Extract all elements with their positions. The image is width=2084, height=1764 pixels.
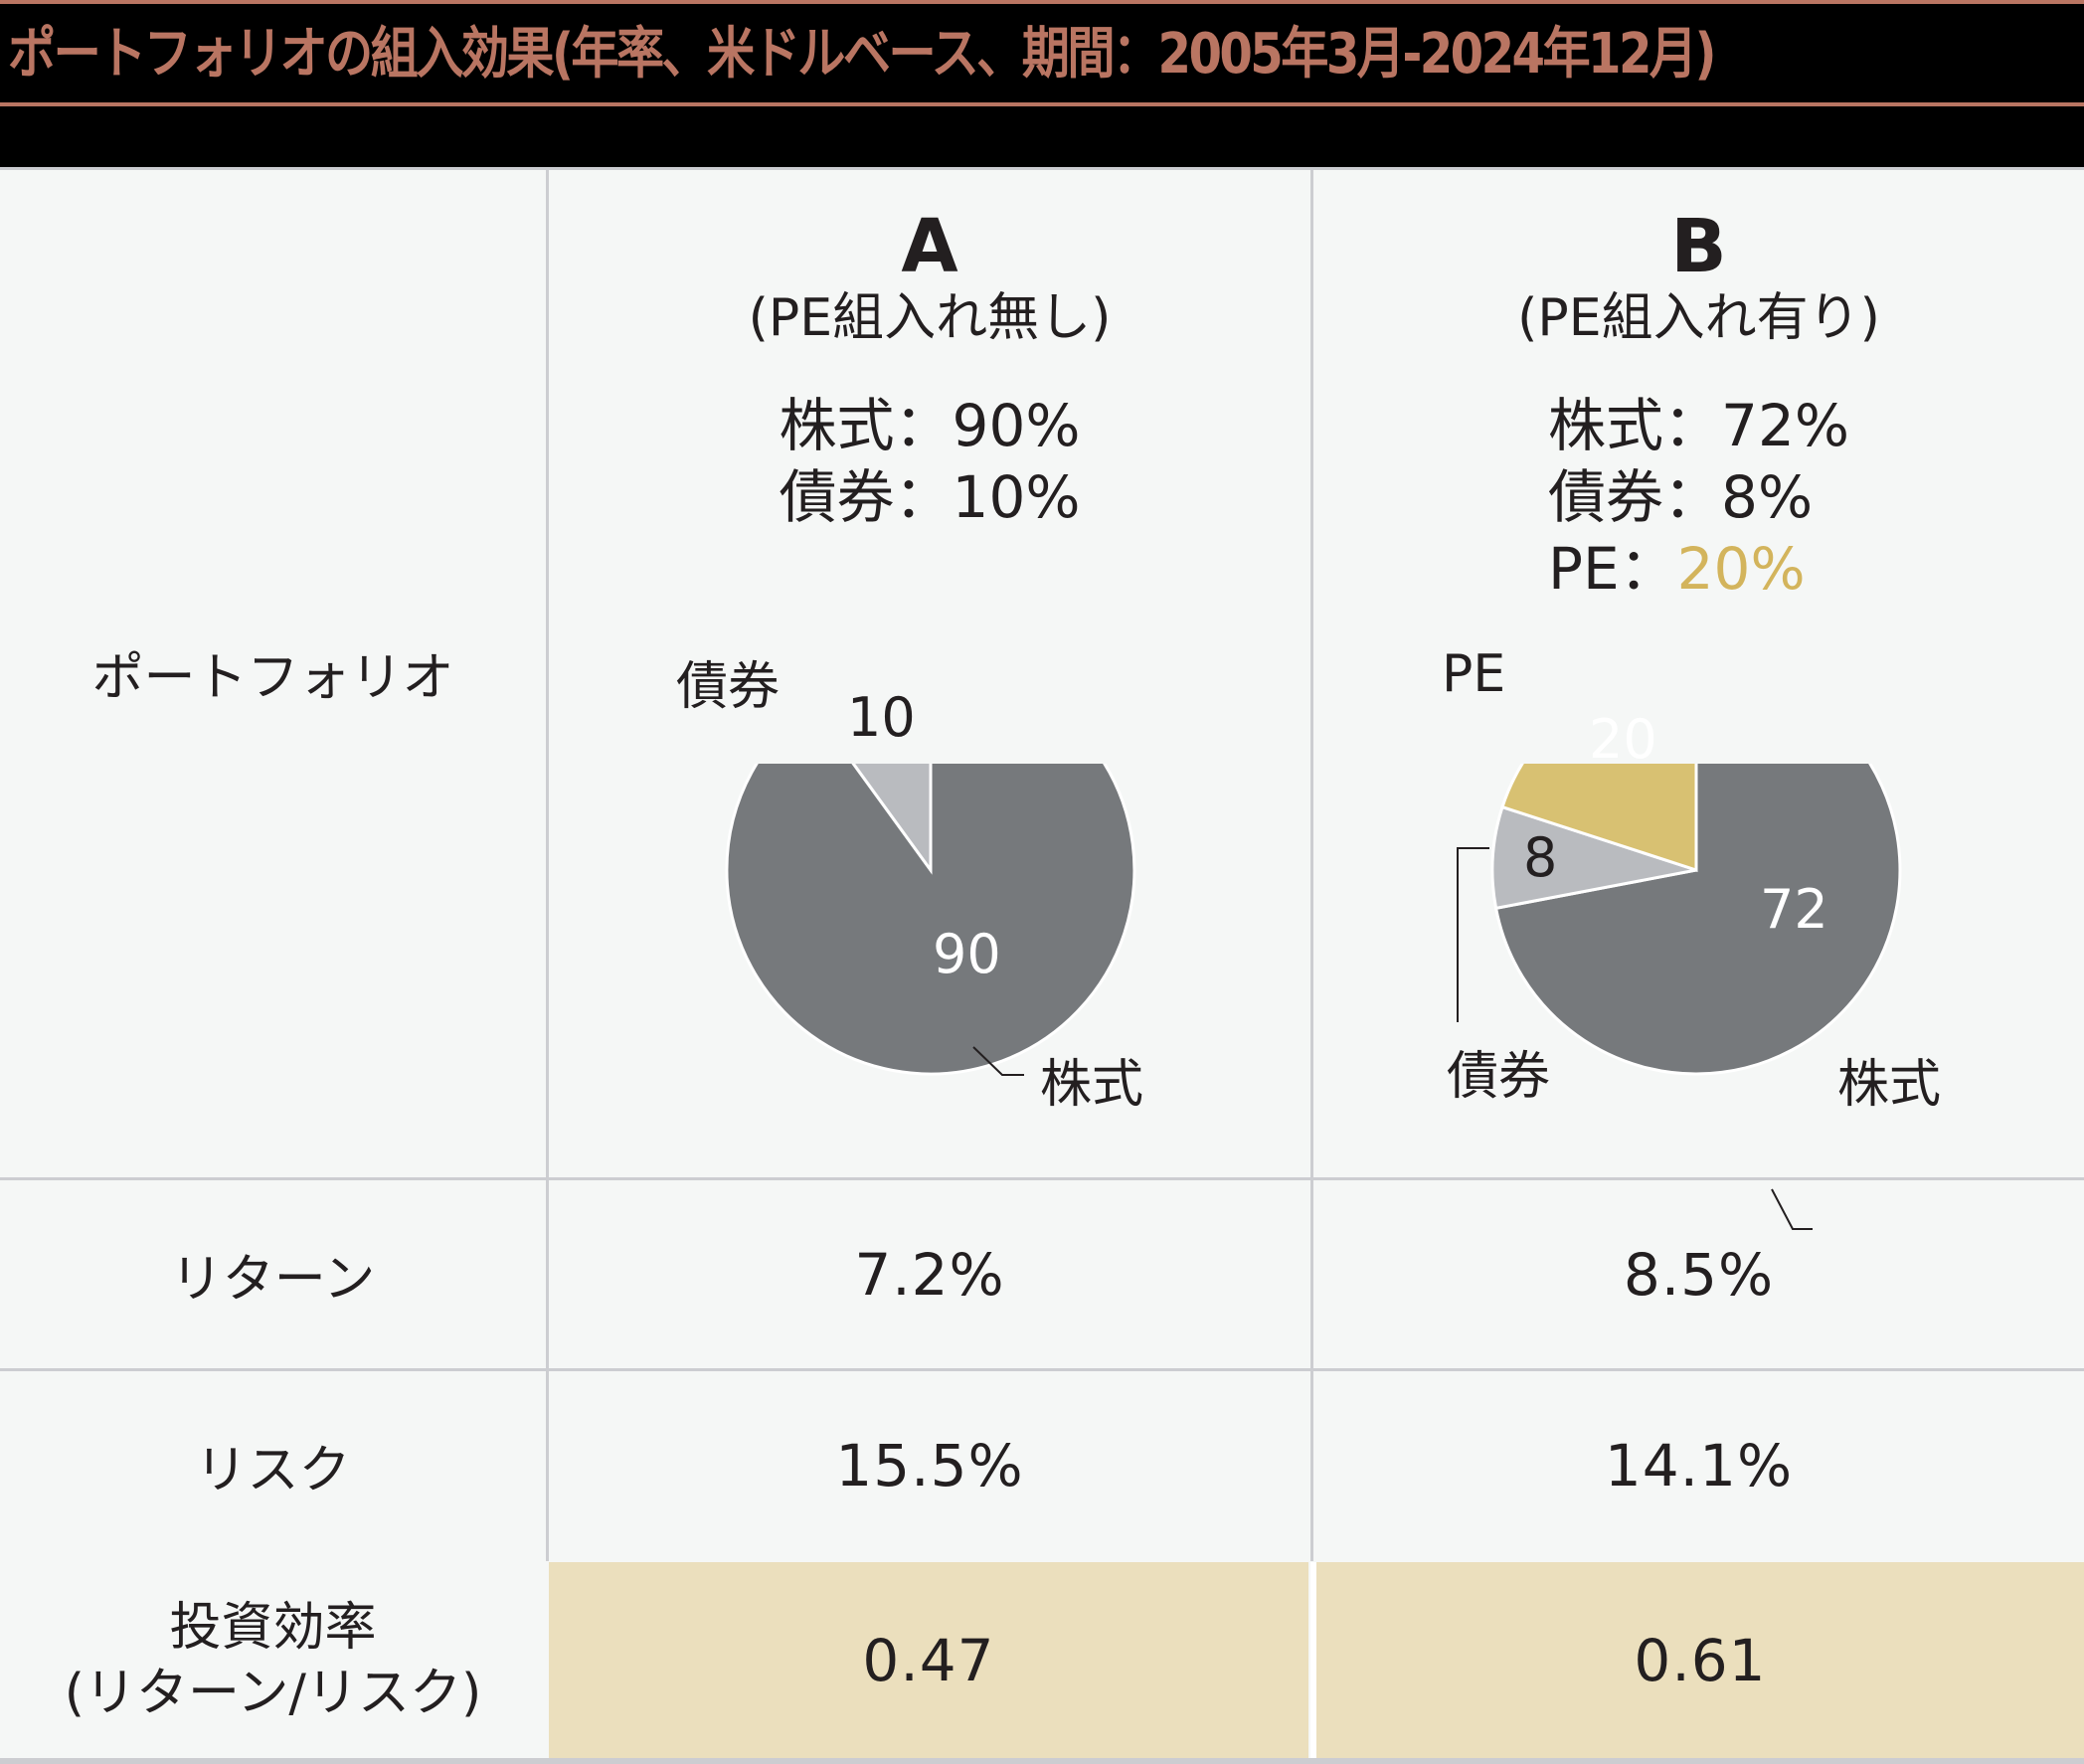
pie-chart-a xyxy=(725,764,1136,1076)
column-letter-a: A xyxy=(901,204,958,289)
row-label-return: リターン xyxy=(0,1180,546,1368)
row-label-return-text: リターン xyxy=(170,1250,376,1310)
title-rule-bottom xyxy=(0,102,2084,106)
grid-line-bottom xyxy=(0,1758,2084,1764)
grid-line-top xyxy=(0,167,2084,170)
pie-a-slice-stocks xyxy=(725,764,1136,1076)
pie-b-label-pe: PE xyxy=(1442,644,1506,704)
pie-b-value-pe: 20 xyxy=(1589,708,1657,771)
row-label-portfolio-text: ポートフォリオ xyxy=(91,647,454,708)
pie-a-slice-bonds xyxy=(851,764,933,875)
efficiency-value-a: 0.47 xyxy=(862,1626,995,1694)
allocation-list-a: 株式：90% 債券：10% xyxy=(780,390,1081,533)
grid-line-col1 xyxy=(546,167,549,1561)
column-subtitle-a: (PE組入れ無し) xyxy=(748,288,1112,348)
allocation-a-bonds: 債券：10% xyxy=(779,463,1081,531)
efficiency-cell-a: 0.47 xyxy=(549,1562,1308,1758)
pie-a-value-bonds: 10 xyxy=(847,686,916,749)
grid-line-row1 xyxy=(0,1177,2084,1180)
pie-b-value-stocks: 72 xyxy=(1760,878,1828,941)
pie-chart-b xyxy=(1457,764,1902,1230)
row-label-efficiency-line2: (リターン/リスク) xyxy=(64,1663,482,1723)
risk-value-a-text: 15.5% xyxy=(835,1431,1024,1499)
pie-a-label-stocks: 株式 xyxy=(1040,1055,1144,1115)
page-title: ポートフォリオの組入効果(年率、米ドルベース、期間：2005年3月-2024年1… xyxy=(8,22,1716,87)
return-value-a: 7.2% xyxy=(549,1180,1310,1368)
efficiency-cell-b: 0.61 xyxy=(1316,1562,2084,1758)
pie-b-label-stocks: 株式 xyxy=(1837,1055,1942,1115)
grid-line-col2 xyxy=(1310,167,1313,1561)
return-value-b-text: 8.5% xyxy=(1623,1240,1775,1309)
row-label-efficiency-line1: 投資効率 xyxy=(169,1597,377,1658)
row-label-portfolio: ポートフォリオ xyxy=(0,167,546,1177)
efficiency-value-b: 0.61 xyxy=(1634,1626,1767,1694)
efficiency-divider xyxy=(1310,1562,1316,1758)
title-rule-top xyxy=(0,0,2084,4)
title-bar: ポートフォリオの組入効果(年率、米ドルベース、期間：2005年3月-2024年1… xyxy=(0,0,2084,167)
comparison-table: 0.47 0.61 ポートフォリオ リターン リスク 投資効率 (リターン/リス… xyxy=(0,167,2084,1764)
allocation-b-pe: PE：20% xyxy=(1548,535,1806,603)
pie-b-slice-pe xyxy=(1500,764,1698,873)
pie-a-leader-stocks xyxy=(972,1046,1024,1076)
row-label-risk: リスク xyxy=(0,1371,546,1559)
column-subtitle-b: (PE組入れ有り) xyxy=(1517,288,1880,348)
return-value-a-text: 7.2% xyxy=(854,1240,1005,1309)
pie-a-label-bonds: 債券 xyxy=(676,657,781,717)
pie-b-slice-stocks xyxy=(1493,764,1902,1076)
allocation-b-bonds: 債券：8% xyxy=(1548,463,1814,531)
risk-value-b: 14.1% xyxy=(1313,1371,2084,1559)
column-header-b: B (PE組入れ有り) 株式：72% 債券：8% PE：20% xyxy=(1313,207,2084,605)
allocation-list-b: 株式：72% 債券：8% PE：20% xyxy=(1548,390,1849,605)
risk-value-b-text: 14.1% xyxy=(1604,1431,1794,1499)
return-value-b: 8.5% xyxy=(1313,1180,2084,1368)
risk-value-a: 15.5% xyxy=(549,1371,1310,1559)
pie-b-leader-bonds xyxy=(1457,847,1489,1022)
pie-b-leader-stocks xyxy=(1771,1188,1813,1230)
pie-b-value-bonds: 8 xyxy=(1523,826,1558,889)
allocation-b-stocks: 株式：72% xyxy=(1548,392,1849,459)
grid-line-row2 xyxy=(0,1368,2084,1371)
pie-b-label-bonds: 債券 xyxy=(1447,1047,1551,1107)
row-label-efficiency: 投資効率 (リターン/リスク) xyxy=(0,1562,546,1758)
column-header-a: A (PE組入れ無し) 株式：90% 債券：10% xyxy=(549,207,1310,533)
allocation-a-stocks: 株式：90% xyxy=(779,392,1081,459)
pie-a-value-stocks: 90 xyxy=(933,923,1001,985)
column-letter-b: B xyxy=(1670,204,1727,289)
pie-b-slice-bonds xyxy=(1490,804,1697,911)
row-label-risk-text: リスク xyxy=(195,1441,351,1500)
